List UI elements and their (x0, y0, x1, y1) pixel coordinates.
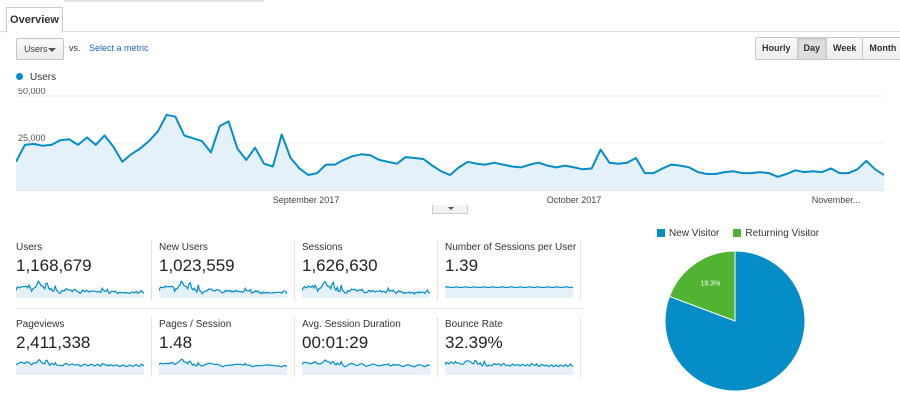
tile-divider (437, 317, 438, 377)
tile-value: 1.39 (445, 256, 479, 275)
tile-label: Avg. Session Duration (302, 319, 401, 330)
row-divider (16, 308, 584, 309)
tile-sessions-per-user[interactable]: Number of Sessions per User 1.39 (445, 242, 577, 298)
vs-label: vs. (69, 43, 81, 53)
sparkline-line (159, 280, 287, 295)
tile-value: 2,411,338 (16, 333, 91, 352)
pie-slice-new-visitor[interactable] (664, 250, 806, 392)
tile-avg-session-duration[interactable]: Avg. Session Duration 00:01:29 (302, 319, 432, 375)
legend-swatch-icon (733, 229, 742, 237)
sparkline-fill (302, 360, 430, 375)
sparkline (302, 280, 430, 298)
tile-label: Users (16, 242, 43, 253)
tile-value: 1,168,679 (16, 256, 92, 275)
tile-value: 00:01:29 (302, 333, 369, 352)
users-line-chart[interactable]: 50,000 25,000 September 2017 October 2017 No… (16, 88, 884, 206)
y-tick-label: 50,000 (18, 88, 46, 96)
sparkline-line (159, 358, 287, 368)
tile-bounce-rate[interactable]: Bounce Rate 32.39% (445, 319, 575, 375)
sparkline-line (302, 359, 430, 368)
x-tick-label: September 2017 (273, 195, 340, 205)
users-series-line (16, 113, 884, 178)
sparkline (159, 358, 287, 375)
select-metric-link[interactable]: Select a metric (89, 43, 149, 53)
x-tick-label: October 2017 (547, 195, 602, 205)
x-tick-label: November... (812, 195, 861, 205)
tab-bar-shade (64, 0, 264, 2)
chevron-down-icon (48, 48, 56, 52)
visitor-pie-chart[interactable]: 19.3% 80.7% (660, 246, 810, 396)
sparkline-fill (16, 359, 144, 375)
legend-dot-icon (16, 73, 23, 80)
tile-divider (294, 240, 295, 300)
metric-dropdown-label: Users (24, 44, 48, 54)
tile-value: 1.48 (159, 333, 193, 352)
period-month-button[interactable]: Month (862, 38, 900, 59)
tile-divider (151, 240, 152, 300)
period-hourly-button[interactable]: Hourly (756, 38, 797, 59)
tile-divider (151, 317, 152, 377)
legend-swatch-icon (657, 229, 665, 237)
sparkline-line (445, 359, 573, 368)
tile-label: Sessions (302, 242, 343, 253)
tile-divider (580, 240, 581, 300)
pie-slice-returning-visitor[interactable] (668, 250, 736, 322)
tile-value: 1,023,559 (159, 256, 235, 275)
sparkline-fill (445, 360, 573, 375)
tile-users[interactable]: Users 1,168,679 (16, 242, 146, 298)
sparkline (16, 358, 144, 375)
tab-overview[interactable]: Overview (6, 7, 63, 33)
tile-label: Bounce Rate (445, 319, 503, 330)
sparkline (445, 286, 573, 298)
tile-new-users[interactable]: New Users 1,023,559 (159, 242, 289, 298)
sparkline (16, 280, 144, 298)
tile-divider (437, 240, 438, 300)
sparkline-fill (16, 281, 144, 298)
tile-sessions[interactable]: Sessions 1,626,630 (302, 242, 432, 298)
tab-bar (0, 0, 900, 32)
tile-label: Pageviews (16, 319, 65, 330)
chevron-down-icon (448, 207, 454, 210)
tile-pageviews[interactable]: Pageviews 2,411,338 (16, 319, 146, 375)
sparkline (159, 280, 287, 298)
pie-legend-label: Returning Visitor (745, 228, 820, 239)
metric-dropdown[interactable]: Users (16, 38, 64, 60)
chart-legend: Users (16, 72, 56, 83)
tile-divider (580, 317, 581, 377)
tile-divider (294, 317, 295, 377)
users-area (16, 114, 884, 190)
period-selector: Hourly Day Week Month (755, 37, 900, 60)
tile-label: Pages / Session (159, 319, 232, 330)
sparkline (445, 359, 573, 375)
tile-value: 1,626,630 (302, 256, 378, 275)
pie-legend: New Visitor Returning Visitor (657, 228, 819, 239)
pie-legend-item[interactable]: New Visitor (657, 228, 719, 239)
tile-pages-per-session[interactable]: Pages / Session 1.48 (159, 319, 289, 375)
period-day-button[interactable]: Day (796, 38, 827, 59)
tile-label: New Users (159, 242, 208, 253)
pie-legend-label: New Visitor (669, 228, 720, 239)
tile-value: 32.39% (445, 333, 503, 352)
sparkline (302, 359, 430, 375)
period-week-button[interactable]: Week (826, 38, 863, 59)
sparkline-line (16, 358, 144, 368)
sparkline-fill (445, 286, 573, 298)
sparkline-fill (302, 281, 430, 298)
chart-collapse-toggle[interactable] (432, 205, 468, 214)
y-tick-label: 25,000 (18, 133, 46, 143)
sparkline-line (302, 280, 430, 296)
pie-legend-item[interactable]: Returning Visitor (733, 228, 819, 239)
tile-label: Number of Sessions per User (445, 242, 577, 253)
pie-slice-label: 19.3% (700, 280, 720, 287)
pie-slice-label: 80.7% (764, 395, 784, 396)
sparkline-line (16, 280, 144, 295)
sparkline-fill (159, 281, 287, 298)
sparkline-line (445, 286, 573, 289)
legend-label: Users (30, 72, 57, 83)
